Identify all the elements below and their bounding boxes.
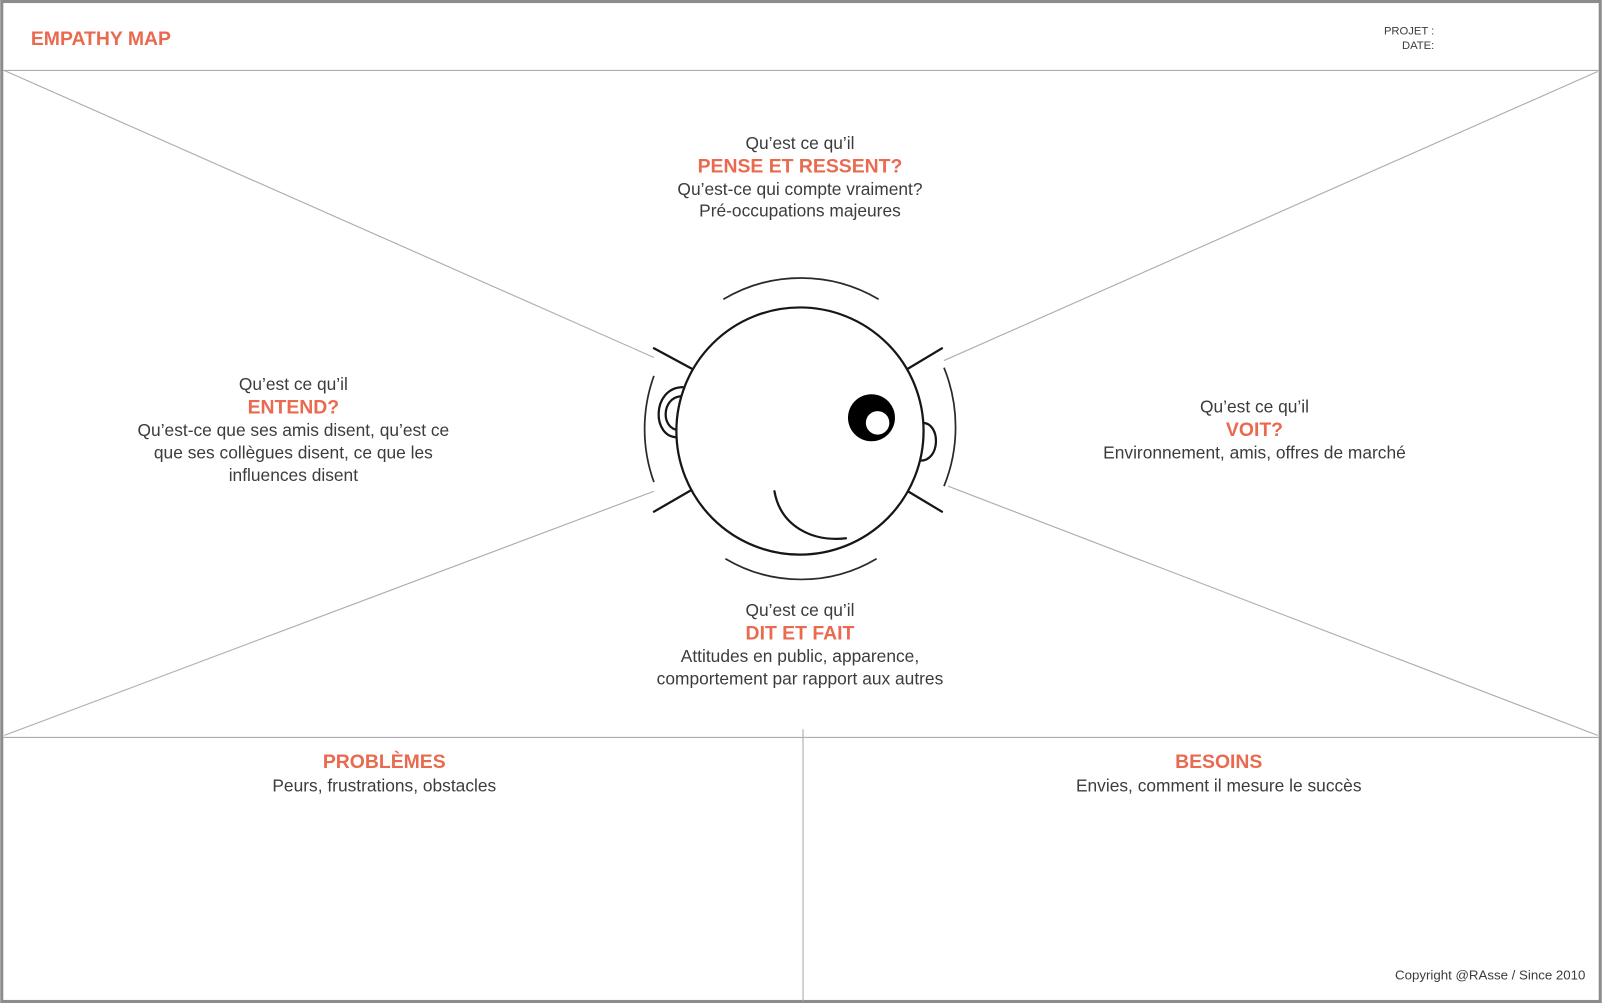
left-ear-outer xyxy=(657,385,684,439)
pense-title: PENSE ET RESSENT? xyxy=(698,156,903,178)
entend-line: que ses collègues disent, ce que les xyxy=(154,443,433,463)
problemes-description: Peurs, frustrations, obstacles xyxy=(272,776,496,796)
entend-intro: Qu’est ce qu’il xyxy=(239,374,348,394)
section-voit: Qu’est ce qu’il VOIT? Environnement, ami… xyxy=(1103,397,1406,463)
section-dit: Qu’est ce qu’il DIT ET FAIT Attitudes en… xyxy=(657,600,944,688)
right-arc xyxy=(943,367,957,487)
section-problemes: PROBLÈMES Peurs, frustrations, obstacles xyxy=(272,750,496,795)
page-title: EMPATHY MAP xyxy=(31,28,171,50)
pense-intro: Qu’est ce qu’il xyxy=(745,133,854,153)
dit-line: Attitudes en public, apparence, xyxy=(681,646,919,666)
bottom-arc xyxy=(724,557,878,581)
diagonal-bottom-left xyxy=(4,490,655,736)
mouth xyxy=(773,490,848,541)
head-circle xyxy=(675,306,925,556)
eye-highlight xyxy=(865,411,890,435)
voit-title: VOIT? xyxy=(1226,419,1283,441)
date-label: DATE: xyxy=(1402,40,1434,52)
entend-title: ENTEND? xyxy=(248,397,340,419)
left-ear-inner xyxy=(664,395,682,432)
section-pense: Qu’est ce qu’il PENSE ET RESSENT? Qu’est… xyxy=(677,133,922,220)
dit-line: comportement par rapport aux autres xyxy=(657,668,944,688)
projet-label: PROJET : xyxy=(1384,26,1434,38)
entend-line: influences disent xyxy=(229,465,358,485)
pense-line: Pré-occupations majeures xyxy=(699,201,901,221)
dit-intro: Qu’est ce qu’il xyxy=(745,600,854,620)
top-arc xyxy=(722,277,880,301)
spike-left-bottom xyxy=(652,488,694,513)
diagonal-top-right xyxy=(943,70,1598,362)
diagonal-top-left xyxy=(4,69,655,358)
section-entend: Qu’est ce qu’il ENTEND? Qu’est-ce que se… xyxy=(138,374,450,485)
persona-face-icon xyxy=(643,277,957,581)
divider-lines xyxy=(3,69,1599,1001)
spike-right-top xyxy=(905,347,944,371)
diagonal-bottom-right xyxy=(947,485,1598,736)
voit-line: Environnement, amis, offres de marché xyxy=(1103,443,1406,463)
besoins-title: BESOINS xyxy=(1175,751,1262,773)
problemes-title: PROBLÈMES xyxy=(323,750,446,773)
besoins-description: Envies, comment il mesure le succès xyxy=(1076,776,1362,796)
pense-line: Qu’est-ce qui compte vraiment? xyxy=(677,179,922,199)
spike-left-top xyxy=(652,347,695,371)
entend-line: Qu’est-ce que ses amis disent, qu’est ce xyxy=(138,420,450,440)
spike-right-bottom xyxy=(905,489,944,513)
left-arc xyxy=(643,375,655,483)
copyright: Copyright @RAsse / Since 2010 xyxy=(1395,968,1585,983)
dit-title: DIT ET FAIT xyxy=(746,622,855,644)
right-ear xyxy=(918,421,938,462)
section-besoins: BESOINS Envies, comment il mesure le suc… xyxy=(1076,751,1362,795)
voit-intro: Qu’est ce qu’il xyxy=(1200,397,1309,417)
